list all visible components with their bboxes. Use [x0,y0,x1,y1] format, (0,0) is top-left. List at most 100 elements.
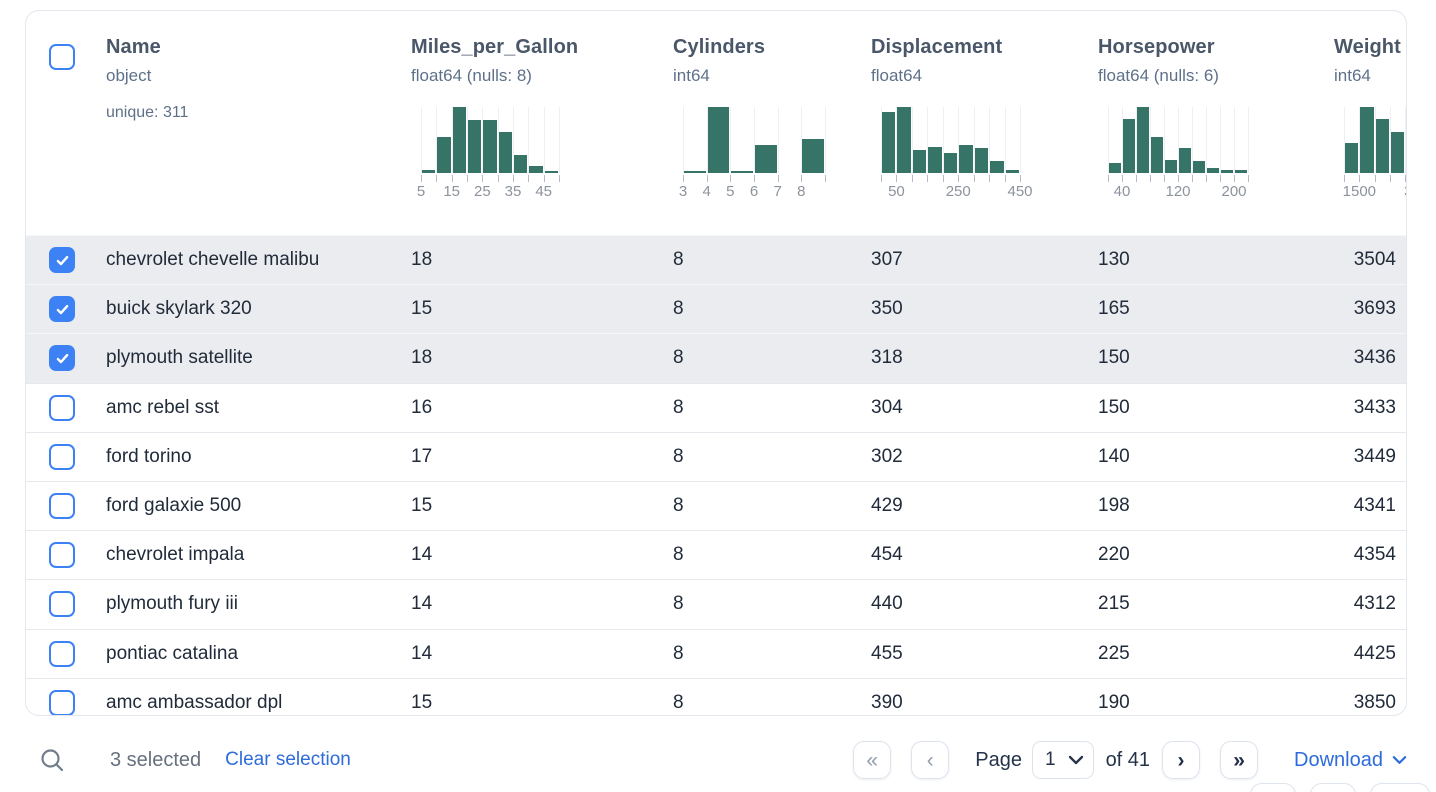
cell-value: 4341 [1353,495,1396,517]
hist-bar [1235,170,1247,173]
row-checkbox[interactable] [49,493,75,520]
hist-tick [436,175,438,182]
hist-gridline [1136,107,1137,173]
histogram-weight[interactable]: 1500 3500 [1343,107,1406,201]
column-header-horsepower: Horsepower float64 (nulls: 6) 40 120 200 [1098,11,1334,235]
cutoff-button[interactable] [1250,783,1296,792]
page-select[interactable]: 1 [1031,741,1094,779]
hist-gridline [467,107,468,173]
column-title[interactable]: Miles_per_Gallon [411,36,579,58]
histogram-horsepower[interactable]: 40 120 200 [1108,107,1249,201]
clear-selection-link[interactable]: Clear selection [225,749,351,770]
hist-bar [755,145,777,173]
hist-tick [706,175,708,182]
hist-gridline [543,107,545,173]
hist-bar [1360,107,1374,173]
hist-tick [683,175,684,182]
hist-tick [451,175,453,182]
download-menu[interactable]: Download [1294,749,1407,772]
hist-gridline [881,107,882,173]
hist-tick-label: 5 [416,183,426,200]
row-checkbox[interactable] [49,345,75,372]
cell-value: 4312 [1353,593,1396,615]
row-checkbox[interactable] [49,542,75,569]
last-page-button[interactable]: » [1220,741,1259,779]
cell-name: chevrolet chevelle malibu [106,249,320,271]
hist-bar [974,148,989,173]
hist-gridline [911,107,913,173]
hist-tick [482,175,484,182]
hist-bar [1207,168,1219,173]
hist-bar [959,145,973,173]
row-checkbox[interactable] [49,591,75,618]
column-title[interactable]: Weight [1334,36,1401,58]
column-header-weight: Weight int64 1500 3500 [1334,11,1406,235]
hist-gridline [683,107,684,173]
cutoff-button[interactable] [1370,783,1430,792]
hist-bar [943,153,958,173]
histogram-displacement[interactable]: 50 250 450 [881,107,1033,201]
row-checkbox-cell [26,493,106,520]
hist-bar [990,161,1004,173]
first-page-button[interactable]: « [853,741,892,779]
hist-tick [1344,175,1345,182]
row-checkbox[interactable] [49,689,75,715]
hist-bar [1390,132,1405,173]
hist-bar [731,171,753,173]
table-row: plymouth satellite 18 8 318 150 3436 [26,333,1406,383]
hist-gridline [1192,107,1193,173]
hist-gridline [927,107,929,173]
row-checkbox[interactable] [49,443,75,470]
cutoff-button[interactable] [1310,783,1356,792]
cell-name: ford torino [106,445,192,467]
column-title[interactable]: Displacement [871,36,1003,58]
hist-gridline [1220,107,1221,173]
hist-gridline [1405,107,1406,173]
data-table-card: Name object unique: 311 Miles_per_Gallon flo… [25,10,1407,716]
cell-value: 16 [411,396,433,418]
select-all-checkbox[interactable] [49,44,75,70]
hist-gridline [1234,107,1235,173]
next-page-button[interactable]: › [1162,741,1201,779]
cell-name: chevrolet impala [106,544,245,566]
column-header-name: Name object unique: 311 [106,11,411,235]
column-title[interactable]: Cylinders [673,36,766,58]
hist-tick [1234,175,1235,182]
cell-name: plymouth satellite [106,347,253,369]
hist-gridline [754,107,755,173]
row-checkbox[interactable] [49,247,75,274]
cell-value: 15 [411,495,433,517]
hist-bar [1123,119,1135,173]
cell-value: 304 [871,396,903,418]
hist-tick [1164,175,1165,182]
hist-tick-labels: 40 120 200 [1108,183,1248,201]
column-title[interactable]: Horsepower [1098,36,1215,58]
cell-value: 390 [871,691,903,713]
previous-page-button[interactable]: ‹ [911,741,950,779]
histogram-miles-per-gallon[interactable]: 5 15 25 35 45 [417,107,560,201]
column-title[interactable]: Name [106,36,161,58]
row-checkbox-cell [26,247,106,274]
row-checkbox[interactable] [49,394,75,421]
row-checkbox[interactable] [49,296,75,323]
hist-bar [529,166,543,173]
table-row: pontiac catalina 14 8 455 225 4425 [26,628,1406,678]
cell-value: 8 [673,396,684,418]
table-row: chevrolet chevelle malibu 18 8 307 130 3504 [26,235,1406,285]
column-header-miles-per-gallon: Miles_per_Gallon float64 (nulls: 8) 5 15 25 3… [411,11,673,235]
hist-gridline [528,107,530,173]
cell-value: 15 [411,298,433,320]
page-select-value: 1 [1044,749,1056,770]
hist-bar [498,132,512,173]
hist-tick [1206,175,1207,182]
hist-tick-label: 35 [504,183,522,200]
column-type: float64 (nulls: 6) [1098,66,1219,85]
hist-gridline [1359,107,1361,173]
search-icon[interactable] [39,747,66,774]
cell-value: 3504 [1353,249,1396,271]
row-checkbox[interactable] [49,640,75,667]
hist-bars [1344,107,1406,173]
hist-tick [825,175,826,182]
cell-value: 307 [871,249,903,271]
